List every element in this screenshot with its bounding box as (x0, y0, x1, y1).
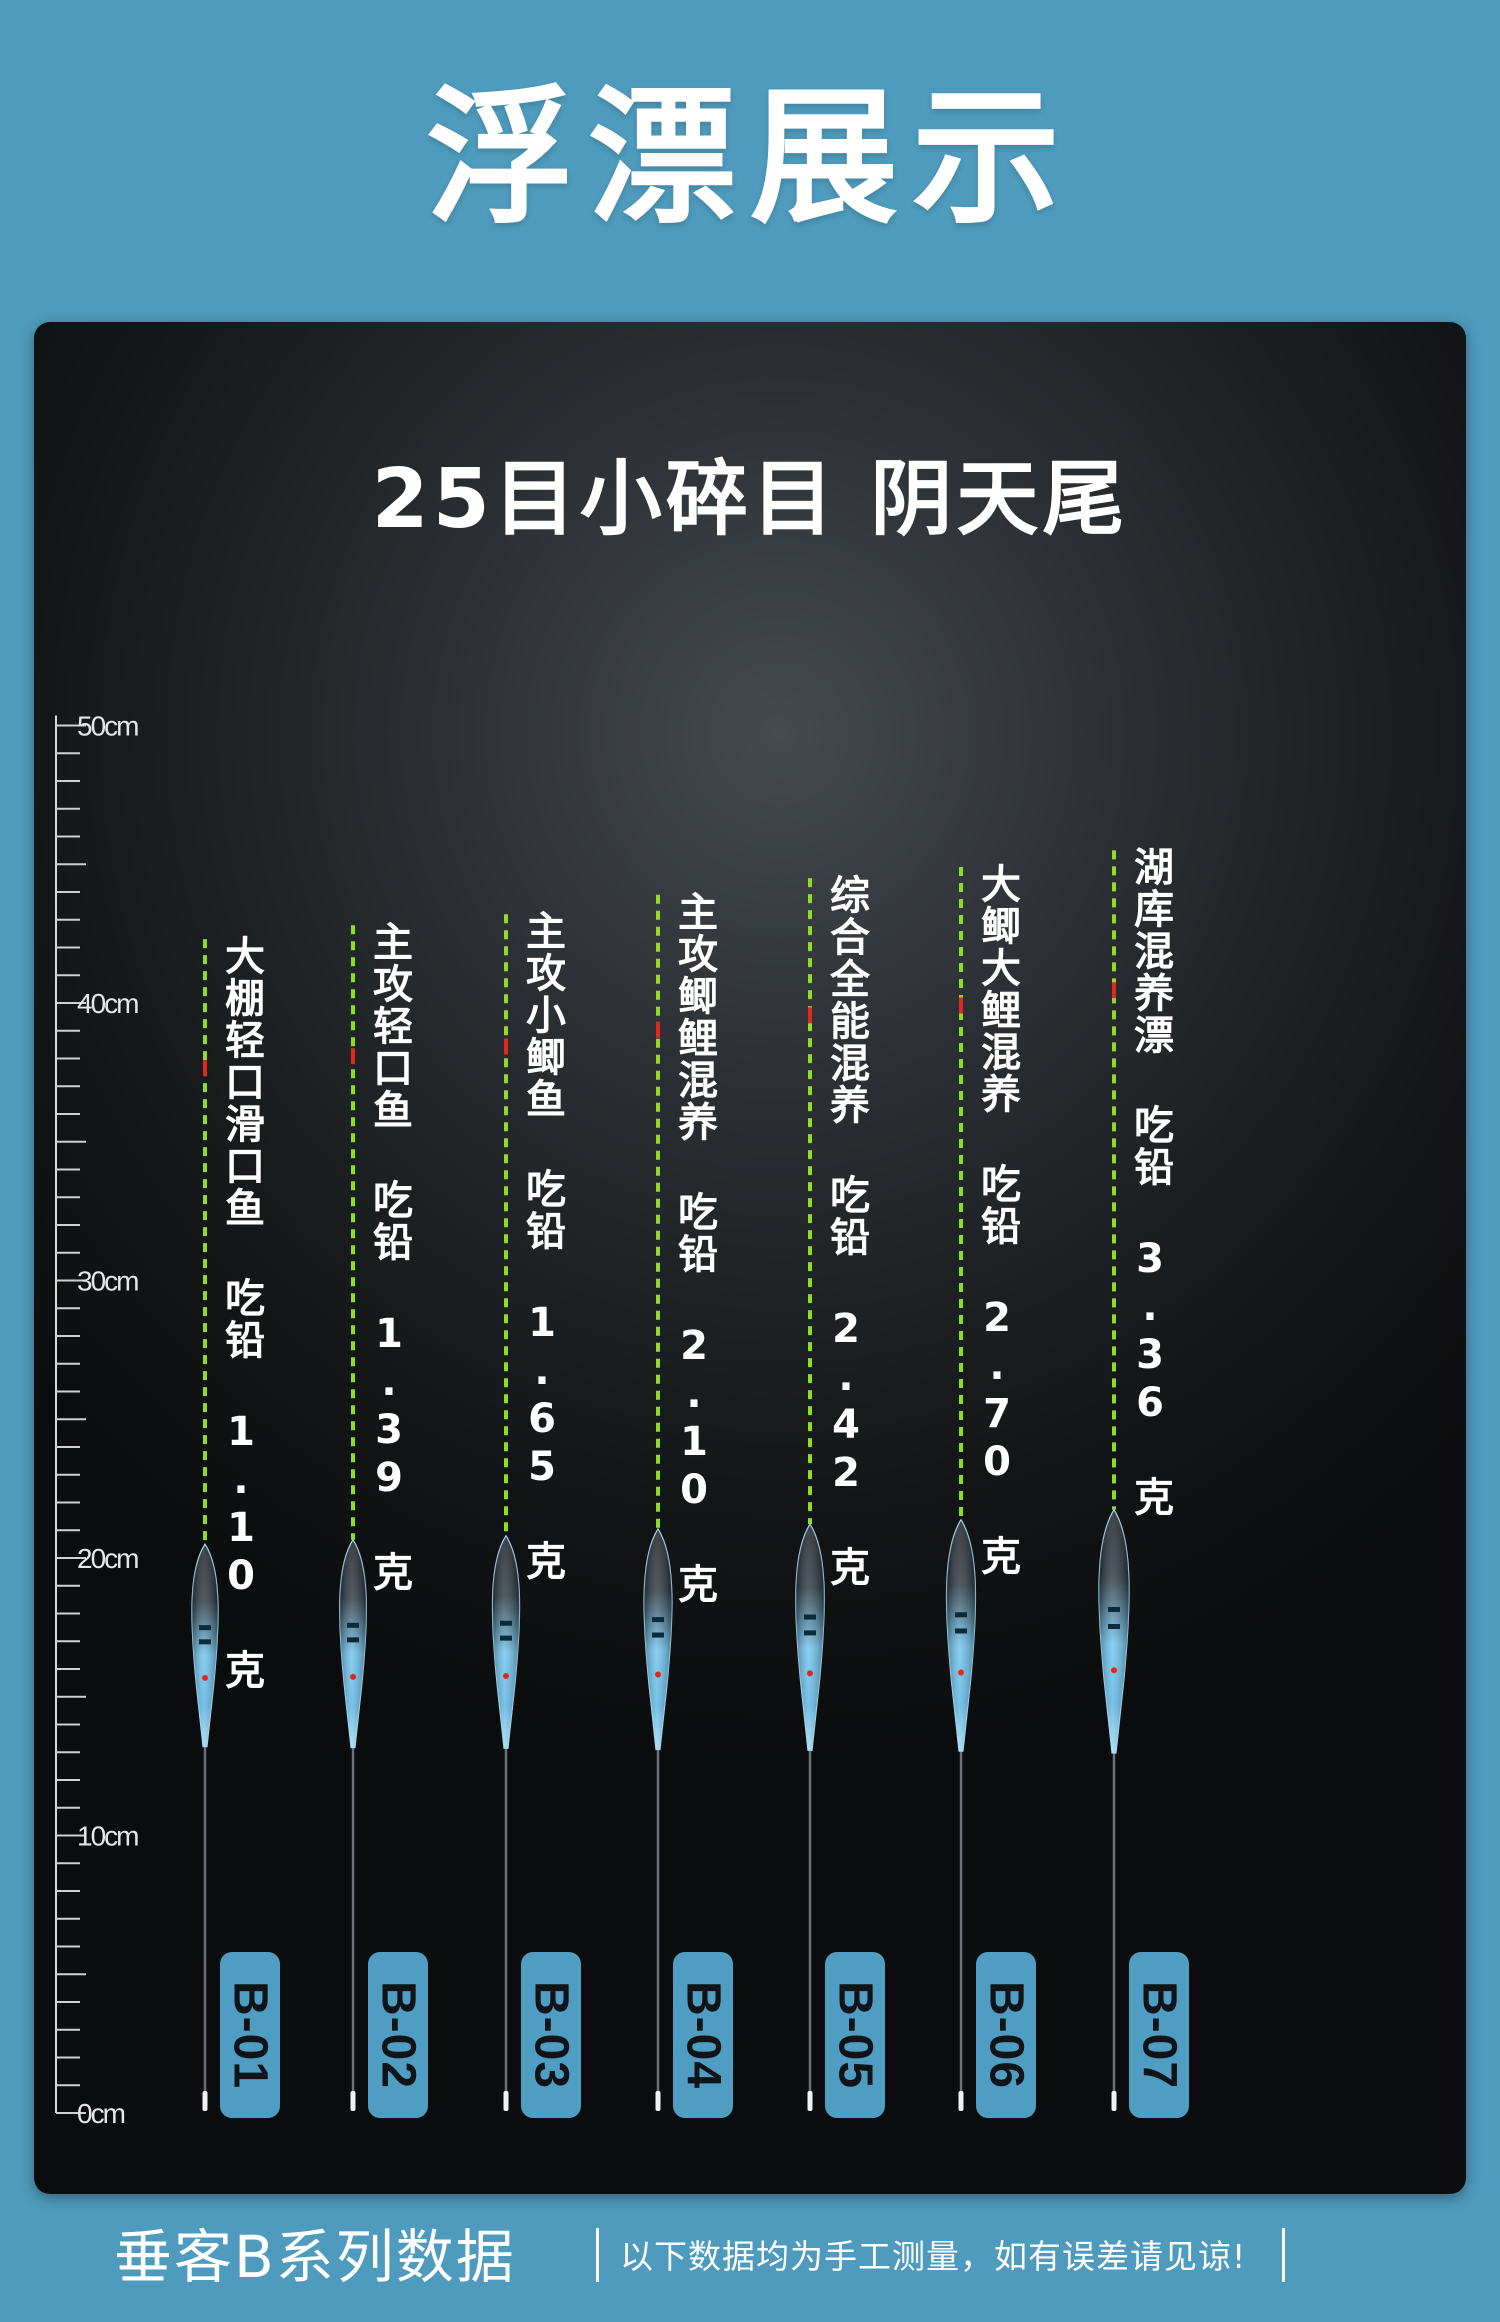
float-display-panel: 25目小碎目 阴天尾 50cm 40cm 30cm 20cm 10cm 0cm 大棚轻口滑… (34, 322, 1466, 2194)
ruler-label: 30cm (77, 1266, 138, 1297)
float-foot (503, 2091, 509, 2111)
float-body-shine (644, 1528, 672, 1750)
float-foot (958, 2091, 964, 2111)
float-code-badge: B-02 (368, 1952, 428, 2118)
float-code-label: B-06 (979, 1980, 1033, 2090)
float-body-shine (191, 1544, 219, 1747)
float-b-03 (491, 914, 521, 2111)
float-body-mark (955, 1612, 967, 1618)
float-body-mark (652, 1632, 664, 1638)
float-body-mark (500, 1635, 512, 1641)
float-body-red-dot (350, 1673, 356, 1680)
float-description: 主攻轻口鱼 吃铅 1.39 克 (366, 921, 412, 1594)
footer-separator-right (1282, 2228, 1285, 2282)
float-body-mark (1108, 1606, 1120, 1612)
float-description: 大棚轻口滑口鱼 吃铅 1.10 克 (218, 935, 264, 1692)
float-foot (655, 2091, 661, 2111)
page-title: 浮漂展示 (426, 72, 1074, 244)
float-body-mark (500, 1620, 512, 1626)
float-chart: 50cm 40cm 30cm 20cm 10cm 0cm (55, 711, 1130, 2129)
float-code-badge: B-06 (976, 1952, 1036, 2118)
float-body-shine (339, 1539, 367, 1748)
float-body-mark (347, 1622, 359, 1628)
float-foot (1111, 2091, 1117, 2111)
float-body-mark (199, 1639, 211, 1645)
float-b-02 (339, 925, 367, 2111)
float-body-mark (199, 1625, 211, 1631)
float-body-red-dot (1111, 1667, 1117, 1674)
float-code-label: B-04 (676, 1980, 730, 2090)
float-body-shine (795, 1523, 825, 1751)
ruler: 50cm 40cm 30cm 20cm 10cm 0cm (55, 711, 140, 2129)
float-description: 湖库混养漂 吃铅 3.36 克 (1127, 846, 1173, 1519)
float-code-badge: B-05 (825, 1952, 885, 2118)
float-b-01 (191, 939, 219, 2111)
float-code-label: B-02 (371, 1980, 425, 2090)
ruler-label: 50cm (77, 711, 138, 742)
float-body-red-dot (202, 1674, 208, 1681)
float-body-red-dot (503, 1672, 509, 1679)
float-body-shine (492, 1535, 520, 1749)
float-body-shine (946, 1519, 976, 1752)
float-foot (202, 2091, 208, 2111)
float-description: 综合全能混养 吃铅 2.42 克 (823, 874, 869, 1589)
floats-group (191, 850, 1130, 2111)
float-body-mark (1108, 1624, 1120, 1630)
float-body-mark (804, 1614, 816, 1620)
float-b-06 (945, 867, 977, 2111)
float-body-red-dot (807, 1670, 813, 1677)
footer-note: 以下数据均为手工测量，如有误差请见谅! (620, 2237, 1247, 2276)
float-body-mark (652, 1617, 664, 1623)
float-foot (350, 2091, 356, 2111)
float-code-label: B-03 (524, 1980, 578, 2090)
float-b-04 (643, 894, 673, 2111)
float-body-red-dot (655, 1671, 661, 1678)
float-code-label: B-01 (223, 1980, 277, 2090)
float-foot (807, 2091, 813, 2111)
footer-separator-left (596, 2228, 599, 2282)
float-code-badge: B-04 (673, 1952, 733, 2118)
panel-title: 25目小碎目 阴天尾 (371, 452, 1129, 547)
series-title: 垂客B系列数据 (114, 2223, 516, 2291)
ruler-label: 20cm (77, 1543, 138, 1574)
float-body-shine (1098, 1509, 1130, 1753)
float-body-mark (955, 1628, 967, 1634)
float-description: 主攻小鲫鱼 吃铅 1.65 克 (519, 910, 565, 1583)
ruler-label: 10cm (77, 1821, 138, 1852)
float-body-mark (347, 1637, 359, 1643)
ruler-label: 0cm (77, 2098, 125, 2129)
ruler-label: 40cm (77, 988, 138, 1019)
float-b-05 (795, 878, 825, 2111)
float-body-red-dot (958, 1669, 964, 1676)
float-b-07 (1098, 850, 1130, 2111)
float-code-label: B-05 (828, 1980, 882, 2090)
float-code-badge: B-03 (521, 1952, 581, 2118)
float-code-badge: B-07 (1129, 1952, 1189, 2118)
float-description: 大鲫大鲤混养 吃铅 2.70 克 (974, 863, 1020, 1578)
float-code-label: B-07 (1132, 1980, 1186, 2090)
float-body-mark (804, 1630, 816, 1636)
float-description: 主攻鲫鲤混养 吃铅 2.10 克 (671, 890, 717, 1605)
float-code-badge: B-01 (220, 1952, 280, 2118)
